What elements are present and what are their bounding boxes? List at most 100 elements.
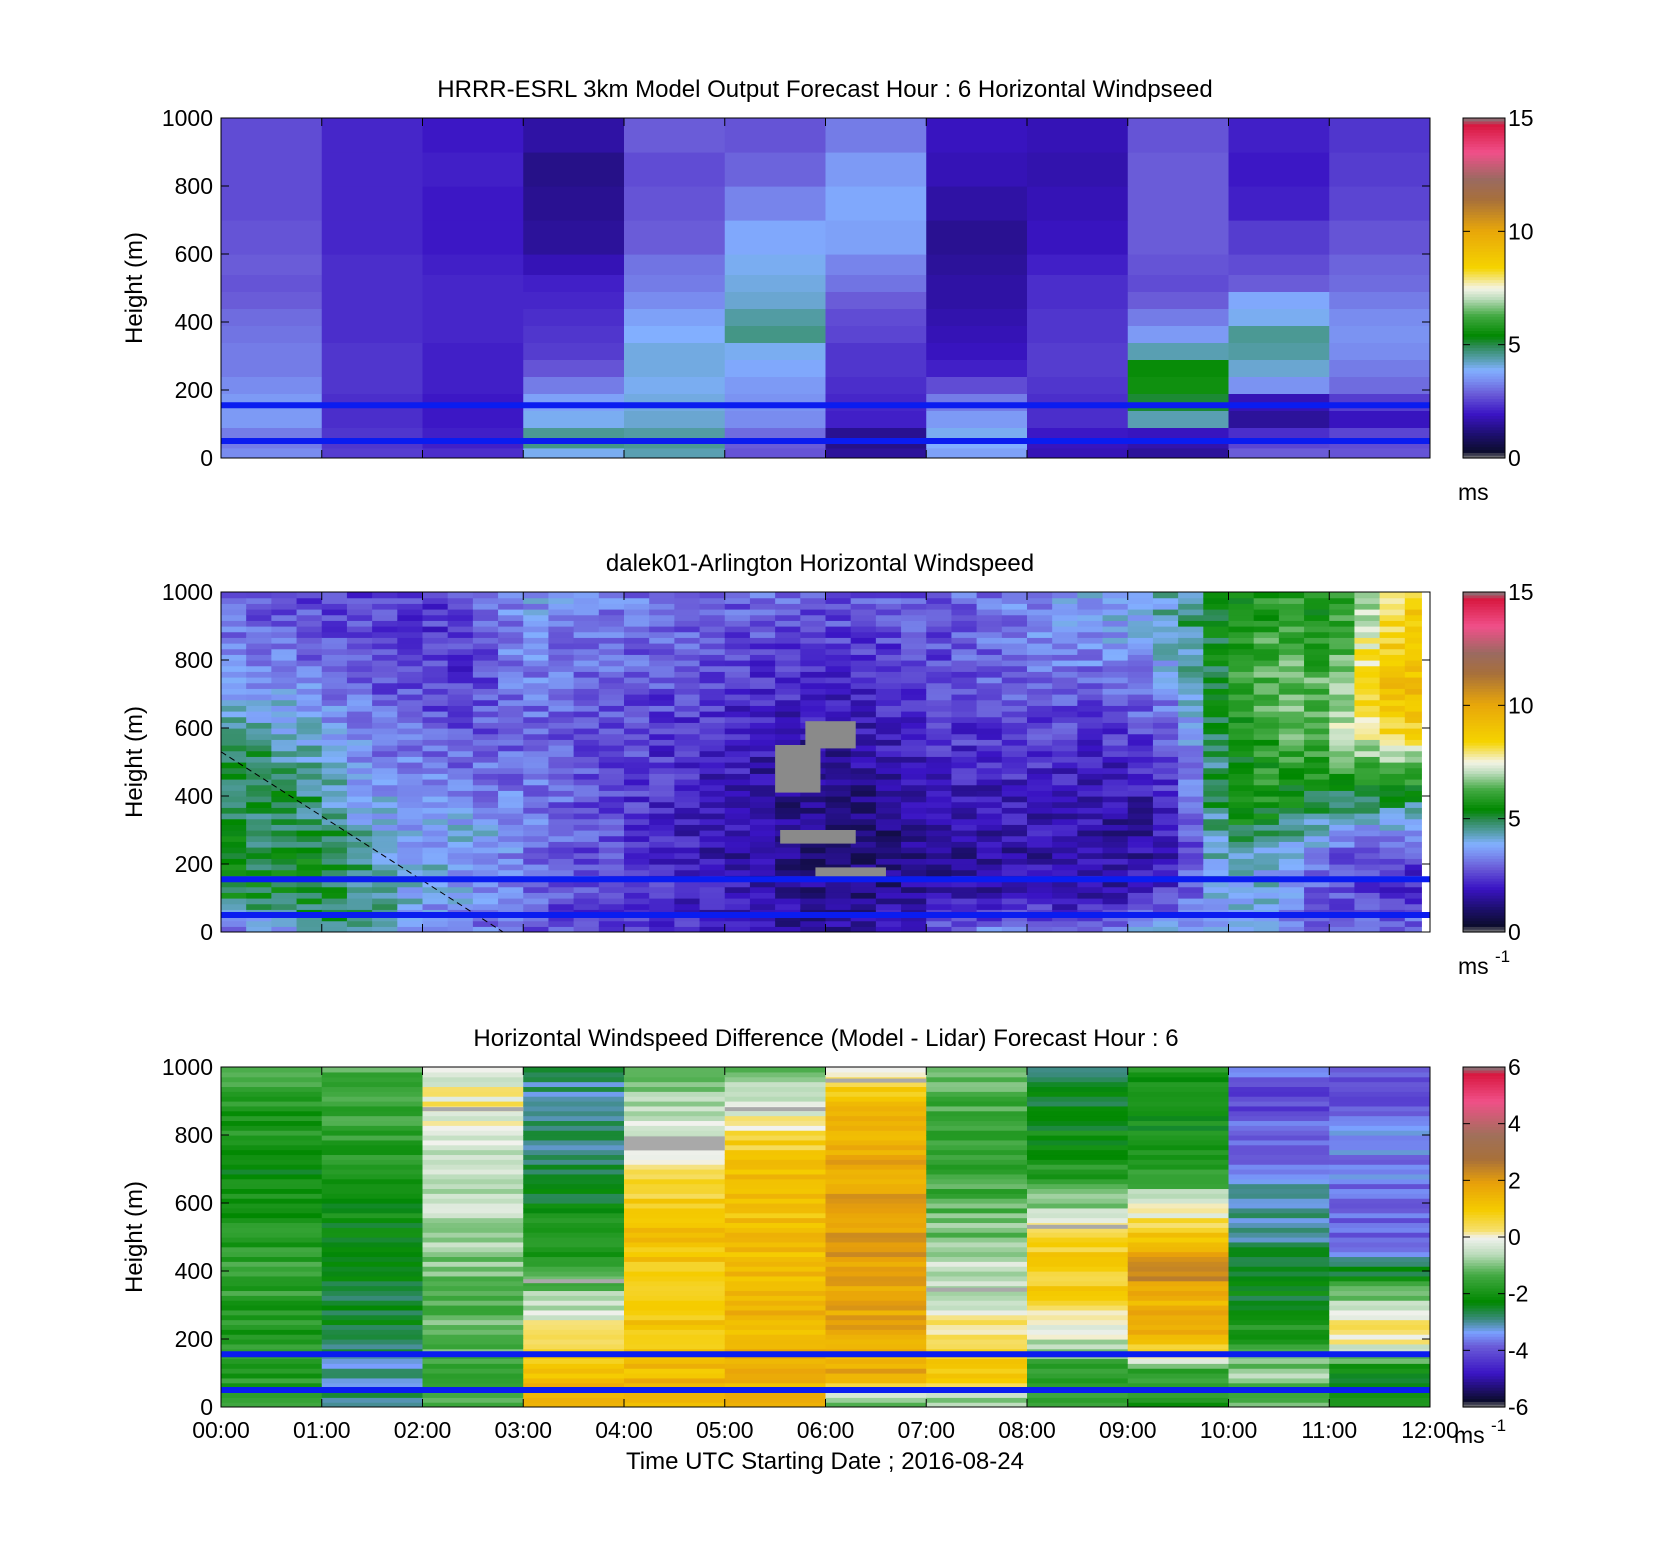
heatmap-cell [346,898,373,905]
heatmap-cell [1178,796,1204,803]
heatmap-cell [624,745,650,752]
heatmap-cell [1052,620,1078,627]
heatmap-cell [1304,852,1330,859]
heatmap-cell [1102,926,1129,932]
heatmap-cell [749,864,776,871]
heatmap-cell [1052,858,1078,865]
heatmap-cell [1304,881,1330,888]
colorbar-segment [1463,1285,1505,1289]
colorbar-segment [1463,1361,1505,1366]
heatmap-cell [523,1227,625,1233]
heatmap-cell [1152,892,1179,899]
colorbar-segment [1463,322,1505,326]
heatmap-cell [1027,1377,1129,1384]
heatmap-cell [1178,881,1204,888]
heatmap-cell [1304,841,1330,848]
heatmap-cell [1304,603,1330,610]
heatmap-cell [321,1334,424,1340]
heatmap-cell [321,1101,424,1107]
heatmap-cell [246,801,272,808]
heatmap-cell [1102,915,1129,922]
heatmap-cell [1077,620,1104,627]
heatmap-cell [926,796,953,803]
colorbar-segment [1463,364,1505,368]
heatmap-cell [321,660,348,667]
heatmap-cell [724,1246,827,1253]
heatmap-cell [926,1382,1028,1389]
heatmap-cell [1152,733,1179,740]
heatmap-cell [875,903,902,910]
heatmap-cell [346,631,373,638]
heatmap-cell [1203,841,1230,848]
heatmap-cell [548,807,575,814]
heatmap-cell [926,254,1028,275]
heatmap-cell [724,1285,827,1292]
heatmap-cell [598,886,625,893]
heatmap-cell [850,603,877,610]
heatmap-cell [221,1373,323,1379]
heatmap-cell [372,711,398,718]
heatmap-cell [1379,705,1406,712]
heatmap-cell [447,767,474,774]
heatmap-cell [346,626,373,633]
heatmap-cell [825,716,852,723]
heatmap-cell [1278,694,1305,701]
heatmap-cell [346,881,373,888]
heatmap-cell [724,654,751,661]
heatmap-cell [624,926,650,932]
heatmap-cell [976,597,1003,604]
heatmap-cell [674,614,701,621]
heatmap-cell [724,1368,827,1374]
x-tick-label: 12:00 [1401,1417,1459,1443]
heatmap-cell [573,626,600,633]
colorbar-segment [1463,609,1505,613]
heatmap-cell [1304,705,1330,712]
heatmap-cell [321,1135,424,1141]
heatmap-cell [1404,830,1430,837]
heatmap-cell [472,813,499,820]
heatmap-cell [800,637,827,644]
colorbar-segment [1463,316,1505,320]
heatmap-cell [523,1339,625,1345]
heatmap-cell [422,1285,524,1292]
colorbar-segment [1463,1132,1505,1136]
heatmap-cell [1127,1139,1230,1146]
heatmap-cell [825,1266,927,1272]
heatmap-cell [624,631,650,638]
heatmap-cell [472,705,499,712]
heatmap-cell [372,767,398,774]
heatmap-cell [1228,342,1330,360]
heatmap-cell [472,903,499,910]
heatmap-cell [1178,926,1204,932]
heatmap-cell [1278,750,1305,757]
heatmap-cell [321,847,348,854]
colorbar-segment [1463,214,1505,218]
heatmap-cell [1178,920,1204,927]
heatmap-cell [221,1309,323,1316]
heatmap-cell [1404,869,1430,876]
heatmap-cell [1354,903,1381,910]
colorbar-segment [1463,753,1505,757]
heatmap-cell [346,807,373,814]
heatmap-cell [447,813,474,820]
heatmap-cell [1228,858,1255,865]
heatmap-cell [1077,858,1104,865]
heatmap-cell [573,660,600,667]
heatmap-cell [1228,410,1330,428]
heatmap-cell [1354,699,1381,706]
heatmap-cell [825,881,852,888]
heatmap-cell [825,915,852,922]
heatmap-cell [825,648,852,655]
heatmap-cell [397,881,424,888]
heatmap-cell [472,626,499,633]
heatmap-cell [976,705,1003,712]
heatmap-cell [498,745,524,752]
heatmap-cell [926,1227,1028,1233]
heatmap-cell [825,1305,927,1311]
heatmap-cell [800,648,827,655]
heatmap-cell [1228,660,1255,667]
heatmap-cell [1127,892,1154,899]
heatmap-cell [422,682,449,689]
heatmap-cell [523,620,550,627]
heatmap-cell [523,592,550,599]
